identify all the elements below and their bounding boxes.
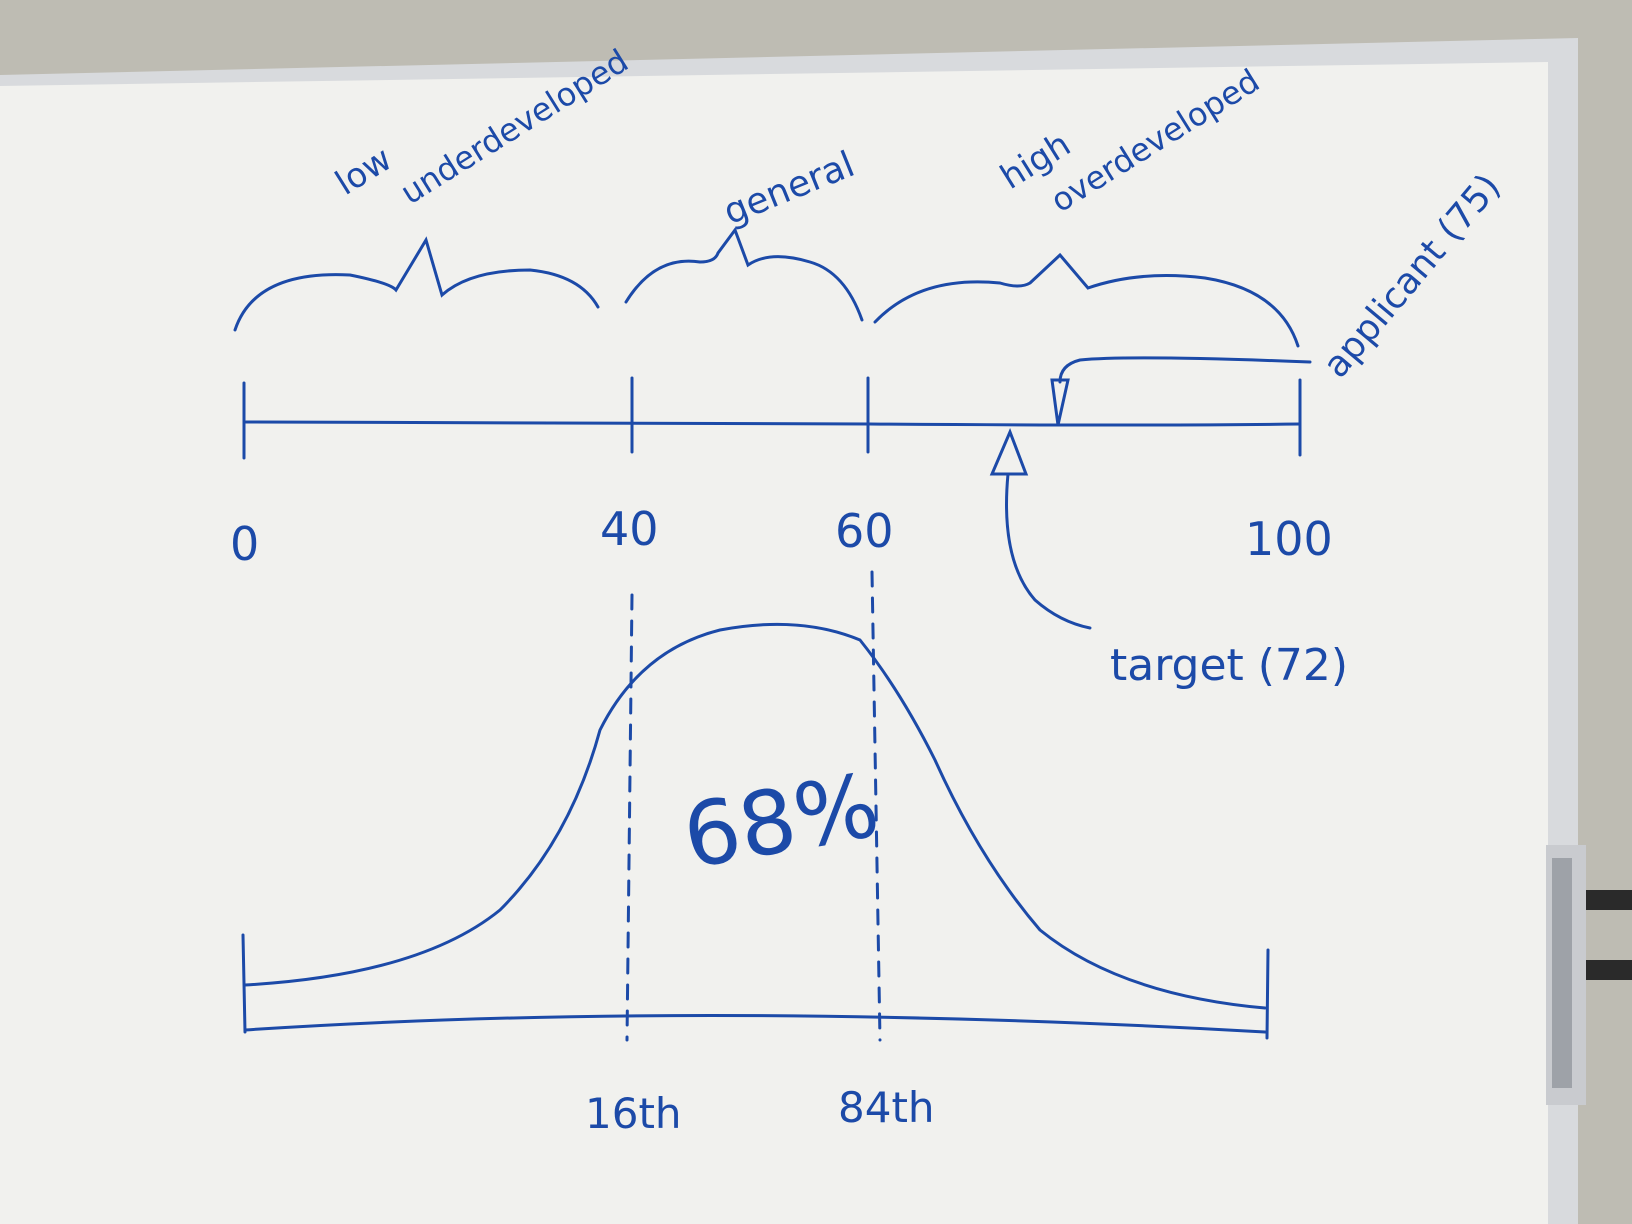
tick-label-40: 40 [600,502,659,556]
bell-curve [243,622,1267,1010]
baseline-right-end [1265,948,1270,1040]
bell-curve-baseline [243,1013,1267,1034]
applicant-arrowhead [1050,378,1070,426]
whiteboard-surface [0,62,1548,1224]
tick-label-60: 60 [835,504,894,558]
marker-label-84th: 84th [838,1083,935,1132]
brace-general [624,226,864,322]
dashed-line-60 [870,570,882,1042]
baseline-left-end [241,933,247,1034]
tick-label-0: 0 [230,517,259,571]
target-label: target (72) [1110,640,1348,691]
target-arrow [1005,472,1092,630]
bell-curve-diagram [241,570,1270,1042]
scale-axis-line [244,420,1302,427]
applicant-arrow [1058,356,1312,384]
brace-high [873,252,1300,348]
top-scale [233,226,1312,630]
brace-low [233,236,600,332]
dashed-line-40 [625,593,634,1042]
tick-label-100: 100 [1245,512,1333,566]
marker-label-16th: 16th [585,1089,682,1138]
